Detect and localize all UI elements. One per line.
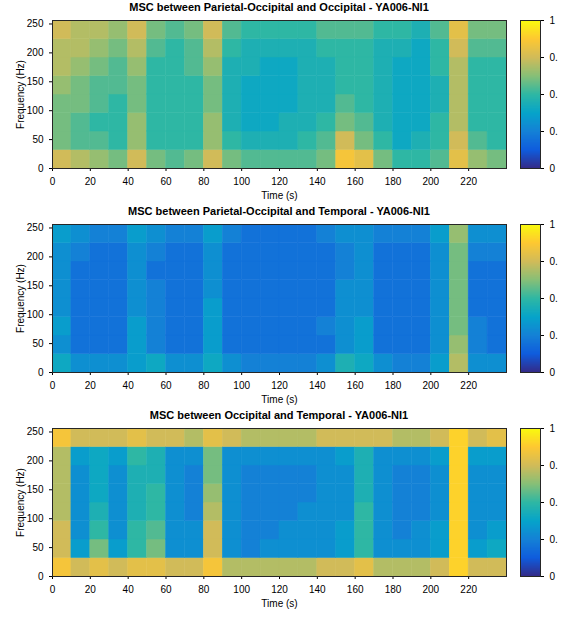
- svg-text:0: 0: [50, 584, 56, 595]
- svg-text:100: 100: [27, 105, 44, 116]
- svg-text:1: 1: [550, 219, 556, 230]
- svg-text:120: 120: [271, 380, 288, 391]
- svg-text:160: 160: [347, 380, 364, 391]
- svg-text:150: 150: [27, 280, 44, 291]
- svg-text:Time (s): Time (s): [261, 394, 297, 405]
- svg-text:220: 220: [460, 176, 477, 187]
- svg-text:80: 80: [198, 176, 210, 187]
- svg-text:100: 100: [233, 380, 250, 391]
- svg-text:100: 100: [233, 176, 250, 187]
- svg-text:50: 50: [32, 542, 44, 553]
- svg-text:120: 120: [271, 584, 288, 595]
- svg-text:50: 50: [32, 338, 44, 349]
- svg-text:250: 250: [27, 222, 44, 233]
- svg-text:0.: 0.: [550, 126, 558, 137]
- svg-text:0: 0: [550, 367, 556, 378]
- svg-text:150: 150: [27, 484, 44, 495]
- svg-text:0: 0: [550, 163, 556, 174]
- html-text:MSC between Parietal-Occipital: MSC between Parietal-Occipital and Occip…: [129, 1, 429, 13]
- svg-text:140: 140: [309, 584, 326, 595]
- svg-text:Frequency (Hz): Frequency (Hz): [15, 60, 26, 129]
- svg-text:0.: 0.: [550, 293, 558, 304]
- svg-text:80: 80: [198, 584, 210, 595]
- svg-text:250: 250: [27, 426, 44, 437]
- svg-text:40: 40: [123, 584, 135, 595]
- svg-text:Time (s): Time (s): [261, 598, 297, 609]
- svg-text:60: 60: [160, 380, 172, 391]
- html-text:MSC between Parietal-Occipital: MSC between Parietal-Occipital and Tempo…: [128, 205, 430, 217]
- svg-text:0: 0: [50, 380, 56, 391]
- svg-text:20: 20: [85, 380, 97, 391]
- svg-text:20: 20: [85, 176, 97, 187]
- svg-text:100: 100: [233, 584, 250, 595]
- svg-text:0.: 0.: [550, 52, 558, 63]
- svg-text:140: 140: [309, 380, 326, 391]
- html-text:MSC between Occipital and Temp: MSC between Occipital and Temporal - YA0…: [149, 409, 409, 421]
- svg-text:140: 140: [309, 176, 326, 187]
- svg-text:Frequency (Hz): Frequency (Hz): [15, 468, 26, 537]
- svg-text:150: 150: [27, 76, 44, 87]
- svg-text:100: 100: [27, 513, 44, 524]
- svg-text:40: 40: [123, 176, 135, 187]
- svg-text:60: 60: [160, 584, 172, 595]
- svg-text:160: 160: [347, 584, 364, 595]
- svg-text:60: 60: [160, 176, 172, 187]
- svg-text:0: 0: [38, 163, 44, 174]
- svg-text:200: 200: [422, 584, 439, 595]
- svg-text:220: 220: [460, 584, 477, 595]
- svg-text:0.: 0.: [550, 534, 558, 545]
- svg-text:100: 100: [27, 309, 44, 320]
- svg-text:0.: 0.: [550, 89, 558, 100]
- svg-text:200: 200: [27, 251, 44, 262]
- svg-text:0: 0: [38, 367, 44, 378]
- svg-text:160: 160: [347, 176, 364, 187]
- svg-text:0.: 0.: [550, 330, 558, 341]
- svg-text:0.: 0.: [550, 497, 558, 508]
- svg-text:0: 0: [550, 571, 556, 582]
- svg-text:0.: 0.: [550, 460, 558, 471]
- svg-text:Time (s): Time (s): [261, 190, 297, 201]
- svg-text:220: 220: [460, 380, 477, 391]
- svg-text:200: 200: [27, 47, 44, 58]
- svg-text:20: 20: [85, 584, 97, 595]
- svg-text:40: 40: [123, 380, 135, 391]
- svg-text:0: 0: [50, 176, 56, 187]
- svg-text:200: 200: [422, 380, 439, 391]
- svg-text:80: 80: [198, 380, 210, 391]
- svg-text:200: 200: [27, 455, 44, 466]
- svg-text:180: 180: [385, 176, 402, 187]
- svg-text:250: 250: [27, 18, 44, 29]
- svg-text:180: 180: [385, 380, 402, 391]
- svg-text:200: 200: [422, 176, 439, 187]
- svg-text:50: 50: [32, 134, 44, 145]
- svg-text:0.: 0.: [550, 256, 558, 267]
- svg-text:1: 1: [550, 423, 556, 434]
- svg-text:120: 120: [271, 176, 288, 187]
- svg-text:0: 0: [38, 571, 44, 582]
- svg-text:1: 1: [550, 15, 556, 26]
- svg-text:Frequency (Hz): Frequency (Hz): [15, 264, 26, 333]
- svg-text:180: 180: [385, 584, 402, 595]
